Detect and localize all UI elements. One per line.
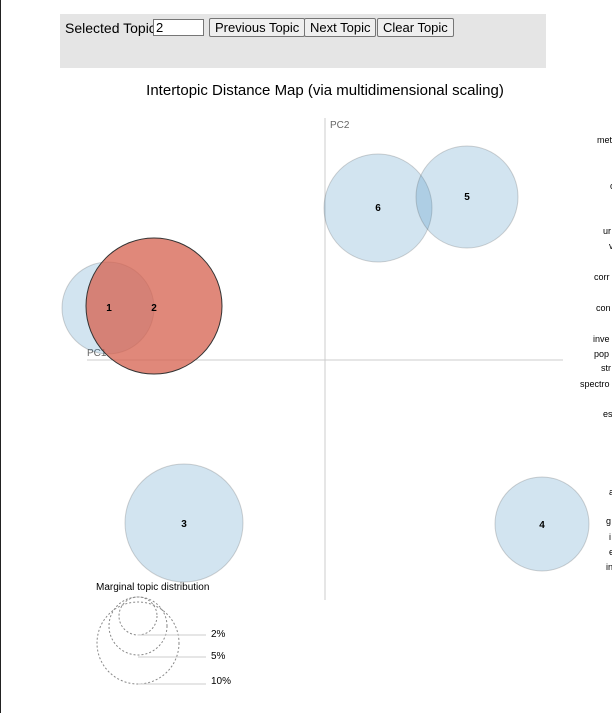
term-label: es [603,409,612,419]
topic-label-1: 1 [106,303,112,314]
legend-label-2: 2% [211,629,226,640]
topic-label-6: 6 [375,203,381,214]
legend-label-10: 10% [211,676,231,687]
legend-label-5: 5% [211,651,226,662]
topic-circle-5[interactable] [415,145,519,249]
window-edge [0,0,1,713]
topic-label-2: 2 [151,303,157,314]
topic-label-4: 4 [539,520,545,531]
selected-topic-input[interactable] [153,19,204,36]
term-label: g [606,516,611,526]
term-label: str [601,363,611,373]
pc2-label: PC2 [330,120,350,131]
topic-controls: Selected Topic: Previous Topic Next Topi… [60,14,546,68]
term-label: i [609,532,611,542]
term-label: ur [603,226,611,236]
term-label: in [606,562,612,572]
term-label: spectro [580,379,610,389]
term-label: v [609,241,612,251]
term-label: met [597,135,612,145]
term-label: e [609,547,612,557]
topic-circle-2-selected[interactable] [85,237,223,375]
topic-circles [61,145,590,583]
next-topic-button[interactable]: Next Topic [304,18,377,37]
selected-topic-label: Selected Topic: [65,20,160,36]
legend-circle-10 [96,601,180,685]
map-title: Intertopic Distance Map (via multidimens… [146,82,504,99]
topic-circle-6[interactable] [323,153,433,263]
term-label: a [609,487,612,497]
legend-circle-5 [108,596,168,656]
previous-topic-button[interactable]: Previous Topic [209,18,306,37]
topic-label-3: 3 [181,519,187,530]
legend-title: Marginal topic distribution [96,582,209,593]
clear-topic-button[interactable]: Clear Topic [377,18,454,37]
term-labels-partial: met c ur v corr con inve pop str spectro… [580,135,612,572]
topic-label-5: 5 [464,192,470,203]
topic-circle-4[interactable] [494,476,590,572]
marginal-distribution-legend: Marginal topic distribution 2% 5% 10% [96,582,231,687]
topic-circle-3[interactable] [124,463,244,583]
term-label: inve [593,334,610,344]
term-label: con [596,303,611,313]
legend-circle-2 [118,596,158,636]
term-label: c [610,181,612,191]
term-label: corr [594,272,610,282]
pc1-label: PC1 [87,348,107,359]
term-label: pop [594,349,609,359]
